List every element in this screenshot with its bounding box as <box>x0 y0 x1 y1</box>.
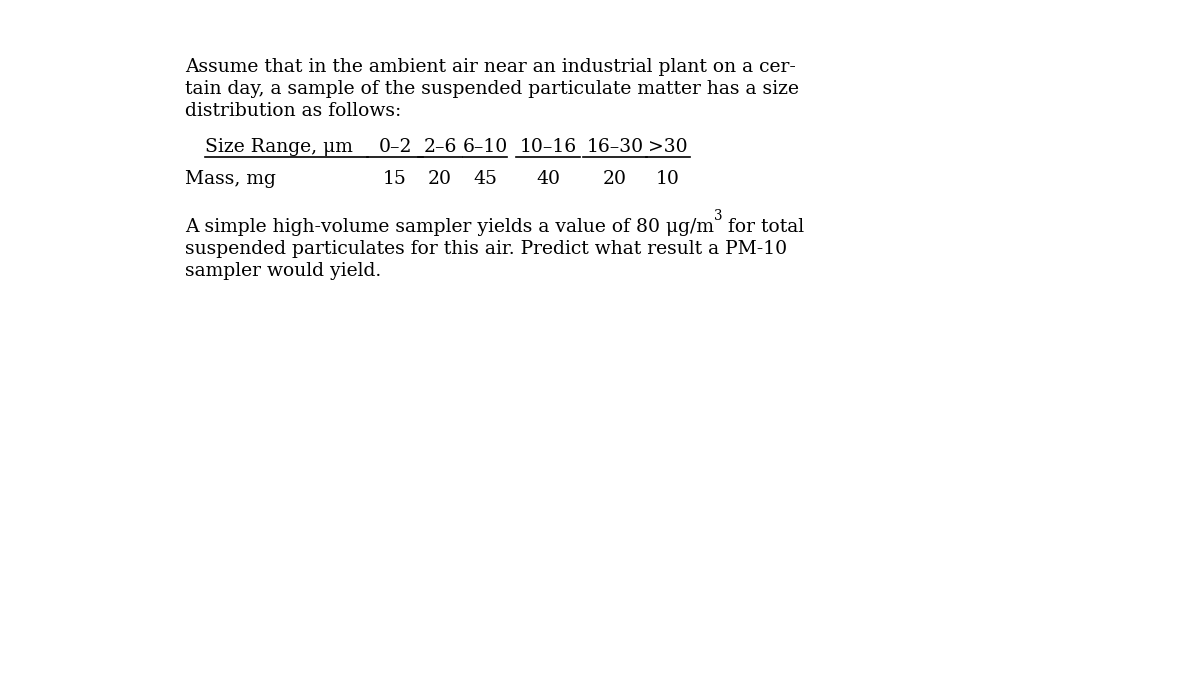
Text: 10: 10 <box>656 170 680 188</box>
Text: 3: 3 <box>714 209 722 223</box>
Text: 20: 20 <box>428 170 452 188</box>
Text: Mass, mg: Mass, mg <box>185 170 276 188</box>
Text: tain day, a sample of the suspended particulate matter has a size: tain day, a sample of the suspended part… <box>185 80 799 98</box>
Text: 0–2: 0–2 <box>378 138 412 156</box>
Text: Size Range, μm: Size Range, μm <box>205 138 353 156</box>
Text: for total: for total <box>722 218 804 236</box>
Text: 40: 40 <box>536 170 560 188</box>
Text: sampler would yield.: sampler would yield. <box>185 262 382 280</box>
Text: >30: >30 <box>648 138 688 156</box>
Text: distribution as follows:: distribution as follows: <box>185 102 401 120</box>
Text: 16–30: 16–30 <box>587 138 643 156</box>
Text: 2–6: 2–6 <box>424 138 457 156</box>
Text: suspended particulates for this air. Predict what result a PM-10: suspended particulates for this air. Pre… <box>185 240 787 258</box>
Text: 15: 15 <box>383 170 407 188</box>
Text: 10–16: 10–16 <box>520 138 576 156</box>
Text: A simple high-volume sampler yields a value of 80 μg/m: A simple high-volume sampler yields a va… <box>185 218 714 236</box>
Text: Assume that in the ambient air near an industrial plant on a cer-: Assume that in the ambient air near an i… <box>185 58 796 76</box>
Text: 6–10: 6–10 <box>462 138 508 156</box>
Text: 45: 45 <box>473 170 497 188</box>
Text: 20: 20 <box>604 170 628 188</box>
